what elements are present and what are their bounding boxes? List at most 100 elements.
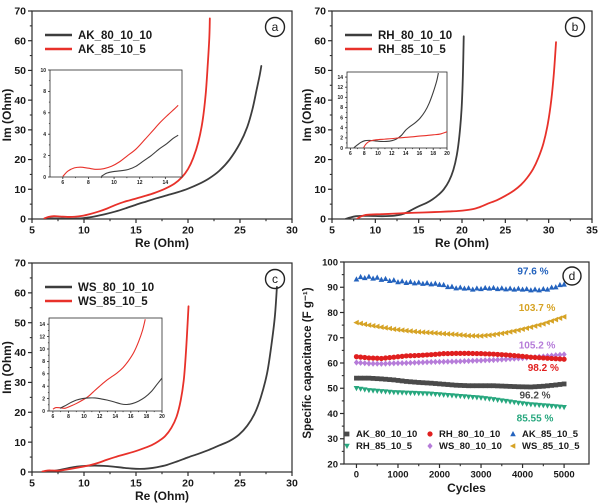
svg-text:35: 35: [586, 225, 598, 237]
x-axis-label: Re (Ohm): [135, 236, 189, 250]
svg-text:40: 40: [14, 347, 26, 359]
svg-text:10: 10: [375, 151, 381, 157]
annotation-97.6%: 97.6 %: [517, 267, 548, 278]
svg-text:25: 25: [234, 225, 246, 237]
svg-text:50: 50: [327, 384, 338, 395]
y-axis: 0 10 20 30 40 50 60 70: [314, 6, 332, 226]
y-axis: 0 10 20 30 40 50 60 70: [14, 258, 32, 479]
svg-text:10: 10: [111, 180, 117, 186]
x-axis-label: Re (Ohm): [135, 489, 189, 503]
svg-text:14: 14: [39, 322, 45, 328]
x-axis-label: Cycles: [447, 481, 486, 495]
series-group: [344, 35, 557, 219]
svg-text:b: b: [572, 20, 579, 34]
svg-text:40: 40: [314, 95, 326, 107]
svg-text:30: 30: [14, 377, 26, 389]
svg-text:16: 16: [128, 414, 134, 420]
svg-text:8: 8: [67, 414, 70, 420]
svg-text:5: 5: [329, 225, 335, 237]
svg-text:10: 10: [369, 225, 381, 237]
x-axis: 6 8 10 12 14: [61, 177, 168, 186]
svg-text:70: 70: [14, 6, 26, 18]
svg-text:20: 20: [182, 478, 194, 490]
svg-text:60: 60: [314, 35, 326, 47]
svg-text:30: 30: [543, 225, 555, 237]
panel-label-b: b: [564, 16, 586, 38]
inset-line-AK_80_10_10: [100, 134, 179, 177]
svg-text:6: 6: [340, 115, 343, 121]
svg-text:70: 70: [327, 333, 338, 344]
svg-text:30: 30: [14, 125, 26, 137]
svg-text:30: 30: [286, 478, 298, 490]
svg-text:40: 40: [327, 409, 338, 420]
svg-text:a: a: [272, 20, 279, 34]
inset-line-AK_85_10_5: [62, 104, 179, 177]
svg-text:50: 50: [314, 65, 326, 77]
svg-text:14: 14: [337, 75, 343, 81]
series-line-AK_85_10_5: [43, 17, 211, 219]
svg-text:30: 30: [286, 225, 298, 237]
legend: RH_80_10_10 RH_85_10_5: [345, 30, 452, 56]
svg-text:16: 16: [417, 151, 423, 157]
svg-text:20: 20: [444, 151, 450, 157]
svg-text:3000: 3000: [470, 470, 491, 481]
legend-label-RH_80_10_10: RH_80_10_10: [378, 30, 452, 42]
svg-text:8: 8: [42, 359, 45, 365]
x-axis: 5 10 15 20 25 30 35: [329, 219, 598, 237]
svg-text:5: 5: [29, 478, 35, 490]
legend-label-AK_85_10_5: AK_85_10_5: [522, 429, 579, 440]
x-axis: 6 8 10 12 14 16 18 20: [52, 411, 165, 420]
svg-text:4000: 4000: [512, 470, 533, 481]
y-axis: 0 2 4 6 8 10 12 14: [39, 322, 49, 415]
legend-label-AK_85_10_5: AK_85_10_5: [78, 44, 146, 56]
svg-text:12: 12: [137, 180, 143, 186]
inset-line-WS_80_10_10: [59, 377, 162, 409]
svg-text:10: 10: [337, 95, 343, 101]
svg-text:10: 10: [78, 478, 90, 490]
svg-text:2: 2: [340, 136, 343, 142]
svg-text:40: 40: [14, 95, 26, 107]
svg-text:6: 6: [42, 372, 45, 378]
svg-text:0: 0: [20, 467, 26, 479]
svg-text:6: 6: [61, 180, 64, 186]
svg-text:25: 25: [234, 478, 246, 490]
svg-text:12: 12: [39, 334, 45, 340]
series-line-RH_80_10_10: [344, 35, 465, 219]
svg-text:50: 50: [14, 65, 26, 77]
svg-text:18: 18: [430, 151, 436, 157]
annotation-96.2%: 96.2 %: [519, 390, 550, 401]
series-group: [353, 273, 567, 411]
svg-text:8: 8: [340, 105, 343, 111]
svg-text:4: 4: [42, 384, 45, 390]
svg-text:12: 12: [389, 151, 395, 157]
series-line-AK_80_10_10: [43, 65, 263, 219]
svg-text:2: 2: [43, 153, 46, 159]
legend-label-AK_80_10_10: AK_80_10_10: [78, 30, 152, 42]
svg-text:10: 10: [39, 347, 45, 353]
retention-annotations: 97.6 % 103.7 % 105.2 % 98.2 % 96.2 % 85.55 %: [517, 267, 559, 425]
series-WS_85_10_5: [353, 313, 567, 339]
legend: WS_80_10_10 WS_85_10_5: [45, 282, 154, 308]
svg-text:15: 15: [413, 225, 425, 237]
x-axis: 6 8 10 12 14 16 18 20: [349, 148, 450, 157]
svg-text:8: 8: [43, 89, 46, 95]
svg-text:60: 60: [327, 358, 338, 369]
annotation-85.55%: 85.55 %: [517, 414, 554, 425]
svg-text:50: 50: [14, 317, 26, 329]
inset-plot: 6 8 10 12 14 0 2 4 6 8 10: [40, 68, 183, 186]
svg-text:70: 70: [314, 6, 326, 18]
svg-text:2: 2: [42, 396, 45, 402]
legend: AK_80_10_10 RH_80_10_10 AK_85_10_5 RH_85_10…: [344, 429, 580, 452]
svg-text:20: 20: [14, 154, 26, 166]
svg-text:60: 60: [14, 35, 26, 47]
svg-text:20: 20: [182, 225, 194, 237]
svg-text:20: 20: [327, 459, 338, 470]
inset-plot: 6 8 10 12 14 16 18 20 0 2 4 6 8 10 12 14: [39, 317, 165, 420]
svg-text:0: 0: [43, 175, 46, 181]
svg-text:30: 30: [327, 434, 338, 445]
x-axis: 5 10 15 20 25 30: [29, 472, 298, 490]
x-axis: 5 10 15 20 25 30: [29, 219, 298, 237]
svg-text:25: 25: [499, 225, 511, 237]
series-RH_85_10_5: [353, 386, 567, 411]
